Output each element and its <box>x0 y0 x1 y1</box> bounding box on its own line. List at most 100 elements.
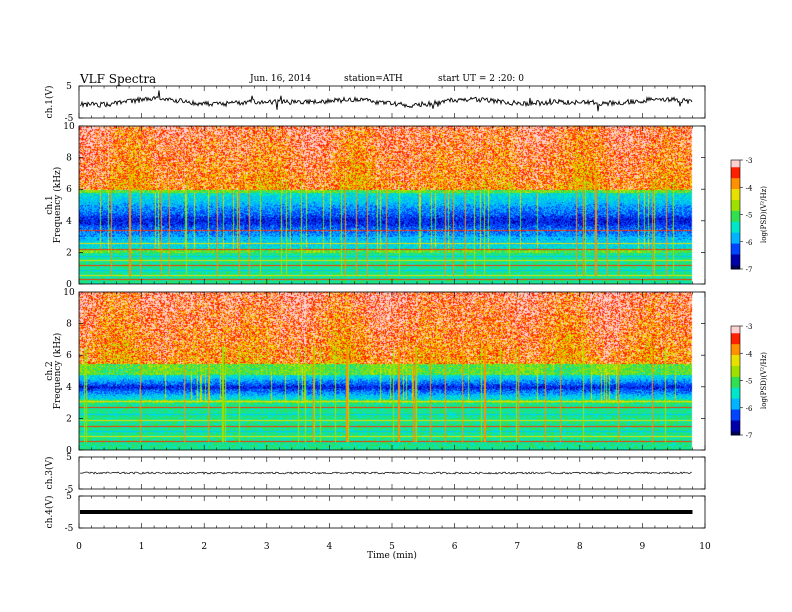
ch2-spectrogram-colorbar-step <box>731 367 740 371</box>
ch1-spectrogram-colorbar-step <box>731 239 740 243</box>
ch2-spectrogram-colorbar-step <box>731 380 740 383</box>
ch2-spectrogram-colorbar-step <box>731 333 740 336</box>
ch2-spectrogram-colorbar-tick-label: -3 <box>746 323 753 331</box>
ch1-waveform-ylabel: ch.1(V) <box>44 86 55 119</box>
ch2-spectrogram-colorbar-step <box>731 398 740 401</box>
ch3-waveform-ylabel: ch.3(V) <box>44 457 55 490</box>
ch2-spectrogram-colorbar-step <box>731 326 740 329</box>
ch2-spectrogram-colorbar-step <box>731 395 740 398</box>
ch4-waveform-ytick-label: 5 <box>66 492 72 502</box>
ch1-spectrogram-colorbar-step <box>731 254 740 257</box>
ch2-spectrogram-colorbar-step <box>731 362 740 365</box>
ch4-waveform-line <box>80 510 693 514</box>
ch2-spectrogram-colorbar-step <box>731 396 740 400</box>
ch1-spectrogram-colorbar-label: log(PSD)(V²/Hz) <box>760 186 768 243</box>
date-label: Jun. 16, 2014 <box>250 74 312 84</box>
ch2-spectrogram-colorbar-step <box>731 405 740 409</box>
ch1-spectrogram-colorbar-step <box>731 183 740 186</box>
ch2-spectrogram-colorbar-step <box>731 427 740 431</box>
station-label: station=ATH <box>344 74 403 84</box>
ch1-spectrogram-colorbar-step <box>731 192 740 196</box>
ch1-spectrogram-colorbar-step <box>731 221 740 225</box>
ch2-spectrogram-colorbar-step <box>731 393 740 396</box>
ch1-spectrogram-colorbar-step <box>731 209 740 212</box>
ch2-spectrogram-colorbar-tick-label: -4 <box>746 350 753 358</box>
ch1-waveform-ytick-label: 5 <box>66 82 72 92</box>
ch1-spectrogram-colorbar-step <box>731 163 740 166</box>
ch1-spectrogram-colorbar-step <box>731 199 740 203</box>
ch2-spectrogram-colorbar-step <box>731 409 740 412</box>
ch1-spectrogram-colorbar-step <box>731 174 740 177</box>
ch2-spectrogram-colorbar-step <box>731 424 740 427</box>
ch2-spectrogram-colorbar-step <box>731 356 740 360</box>
ch2-spectrogram-colorbar-step <box>731 351 740 354</box>
ch2-spectrogram-colorbar-step <box>731 365 740 369</box>
ch1-spectrogram-colorbar-tick-label: -7 <box>746 266 753 274</box>
ch2-spectrogram-colorbar-step <box>731 402 740 405</box>
ch2-spectrogram-colorbar-step <box>731 415 740 418</box>
ch2-spectrogram-colorbar-step <box>731 404 740 407</box>
xtick-label: 4 <box>327 542 333 552</box>
ch2-spectrogram-colorbar-step <box>731 340 740 343</box>
ch1-spectrogram-colorbar-step <box>731 229 740 232</box>
ch2-spectrogram-colorbar-step <box>731 375 740 378</box>
ch2-spectrogram-colorbar-step <box>731 413 740 416</box>
ch2-spectrogram-colorbar-step <box>731 433 740 436</box>
ch1-spectrogram-colorbar-step <box>731 261 740 265</box>
ch2-spectrogram-colorbar-tick-label: -7 <box>746 432 753 440</box>
ch1-spectrogram-ytick-label: 2 <box>66 248 72 258</box>
ch1-spectrogram-colorbar-step <box>731 223 740 226</box>
ch1-spectrogram-colorbar-step <box>731 161 740 165</box>
ch2-spectrogram-colorbar-step <box>731 425 740 429</box>
ch1-spectrogram-colorbar-step <box>731 250 740 254</box>
xtick-label: 9 <box>640 542 646 552</box>
ch1-spectrogram-colorbar-step <box>731 176 740 179</box>
ch1-spectrogram-colorbar-step <box>731 189 740 192</box>
ch2-spectrogram-colorbar-step <box>731 342 740 345</box>
ch1-spectrogram-colorbar-step <box>731 201 740 205</box>
ch2-spectrogram-colorbar-step <box>731 355 740 358</box>
ch2-spectrogram-colorbar-step <box>731 384 740 387</box>
ch3-waveform-ytick-label: 5 <box>66 453 72 463</box>
xtick-label: 3 <box>264 542 270 552</box>
start-time-label: start UT = 2 :20: 0 <box>438 74 524 84</box>
ch1-spectrogram-ylabel-frequency: Frequency (kHz) <box>52 167 63 244</box>
ch1-spectrogram-colorbar-step <box>731 258 740 261</box>
ch2-spectrogram-colorbar-step <box>731 329 740 332</box>
ch1-spectrogram-colorbar-step <box>731 216 740 219</box>
ch2-spectrogram-colorbar-step <box>731 373 740 376</box>
ch2-spectrogram-ytick-label: 0 <box>66 446 72 456</box>
ch1-spectrogram-colorbar-step <box>731 194 740 197</box>
ch2-spectrogram-colorbar-step <box>731 364 740 367</box>
ch1-spectrogram-colorbar-step <box>731 172 740 176</box>
ch1-spectrogram-colorbar-step <box>731 165 740 168</box>
ch1-spectrogram-colorbar-step <box>731 218 740 221</box>
ch2-spectrogram-colorbar-step <box>731 376 740 380</box>
ch1-spectrogram-colorbar-step <box>731 265 740 268</box>
ch1-spectrogram-colorbar-step <box>731 170 740 174</box>
ch2-spectrogram-colorbar-step <box>731 327 740 331</box>
ch2-spectrogram-colorbar-step <box>731 371 740 374</box>
ch2-spectrogram-colorbar-step <box>731 338 740 342</box>
xtick-label: 5 <box>389 542 395 552</box>
ch2-spectrogram-colorbar-step <box>731 331 740 334</box>
ch2-spectrogram-colorbar-step <box>731 431 740 434</box>
ch1-spectrogram-colorbar-step <box>731 267 740 270</box>
ch2-spectrogram-colorbar-step <box>731 422 740 425</box>
ch1-spectrogram-colorbar-step <box>731 252 740 255</box>
ch1-spectrogram-colorbar-step <box>731 225 740 228</box>
ch1-spectrogram-colorbar-step <box>731 214 740 217</box>
xaxis-label: Time (min) <box>367 550 417 561</box>
ch2-spectrogram-colorbar-step <box>731 391 740 394</box>
xtick-label: 0 <box>76 542 82 552</box>
ch2-spectrogram-colorbar-step <box>731 349 740 352</box>
ch1-spectrogram-colorbar-step <box>731 185 740 188</box>
xtick-label: 8 <box>577 542 583 552</box>
ch3-waveform-ytick-label: -5 <box>65 485 74 495</box>
ch4-waveform-ylabel: ch.4(V) <box>44 496 55 529</box>
ch1-spectrogram-colorbar-step <box>731 207 740 210</box>
xtick-label: 1 <box>139 542 145 552</box>
ch2-spectrogram-colorbar-step <box>731 358 740 362</box>
ch2-spectrogram-colorbar-label: log(PSD)(V²/Hz) <box>760 352 768 409</box>
ch2-spectrogram-colorbar-step <box>731 400 740 403</box>
